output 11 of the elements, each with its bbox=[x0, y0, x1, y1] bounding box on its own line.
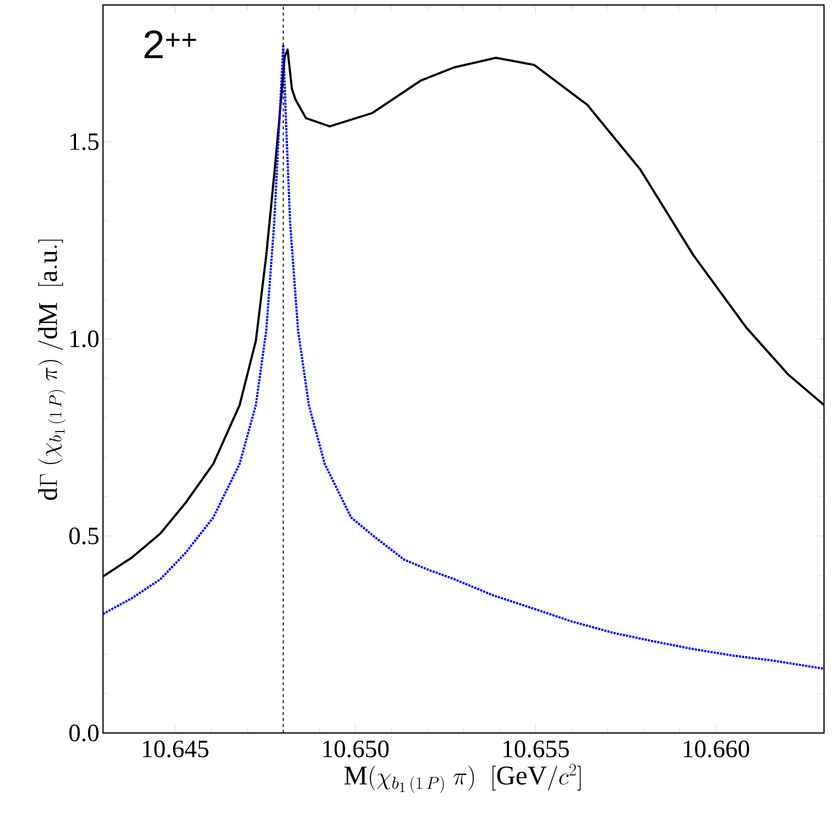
x-tick-label: 10.650 bbox=[323, 740, 389, 758]
x-axis-title: $\mathrm{M}(\chi_{b_1\,(1\,P)}\;\pi)\;\;[\mathrm{GeV}/c^2]$ bbox=[344, 764, 581, 794]
annotation: 2$^{++}$ bbox=[144, 30, 196, 58]
y-tick-label: 1.5 bbox=[70, 133, 99, 150]
y-tick-label: 0.5 bbox=[69, 527, 99, 544]
y-tick-label: 0.0 bbox=[69, 724, 99, 742]
y-tick-label: 1.0 bbox=[70, 330, 99, 348]
y-axis-title: $\mathrm{d}\Gamma\;(\chi_{b_1\,(1\,P)}\;\pi)\;\mathrm{/dM}\;\;[\mathrm{a.u.}]$ bbox=[38, 240, 66, 500]
x-tick-label: 10.660 bbox=[684, 740, 750, 758]
x-tick-label: 10.645 bbox=[143, 740, 208, 758]
x-tick-label: 10.655 bbox=[504, 740, 569, 758]
